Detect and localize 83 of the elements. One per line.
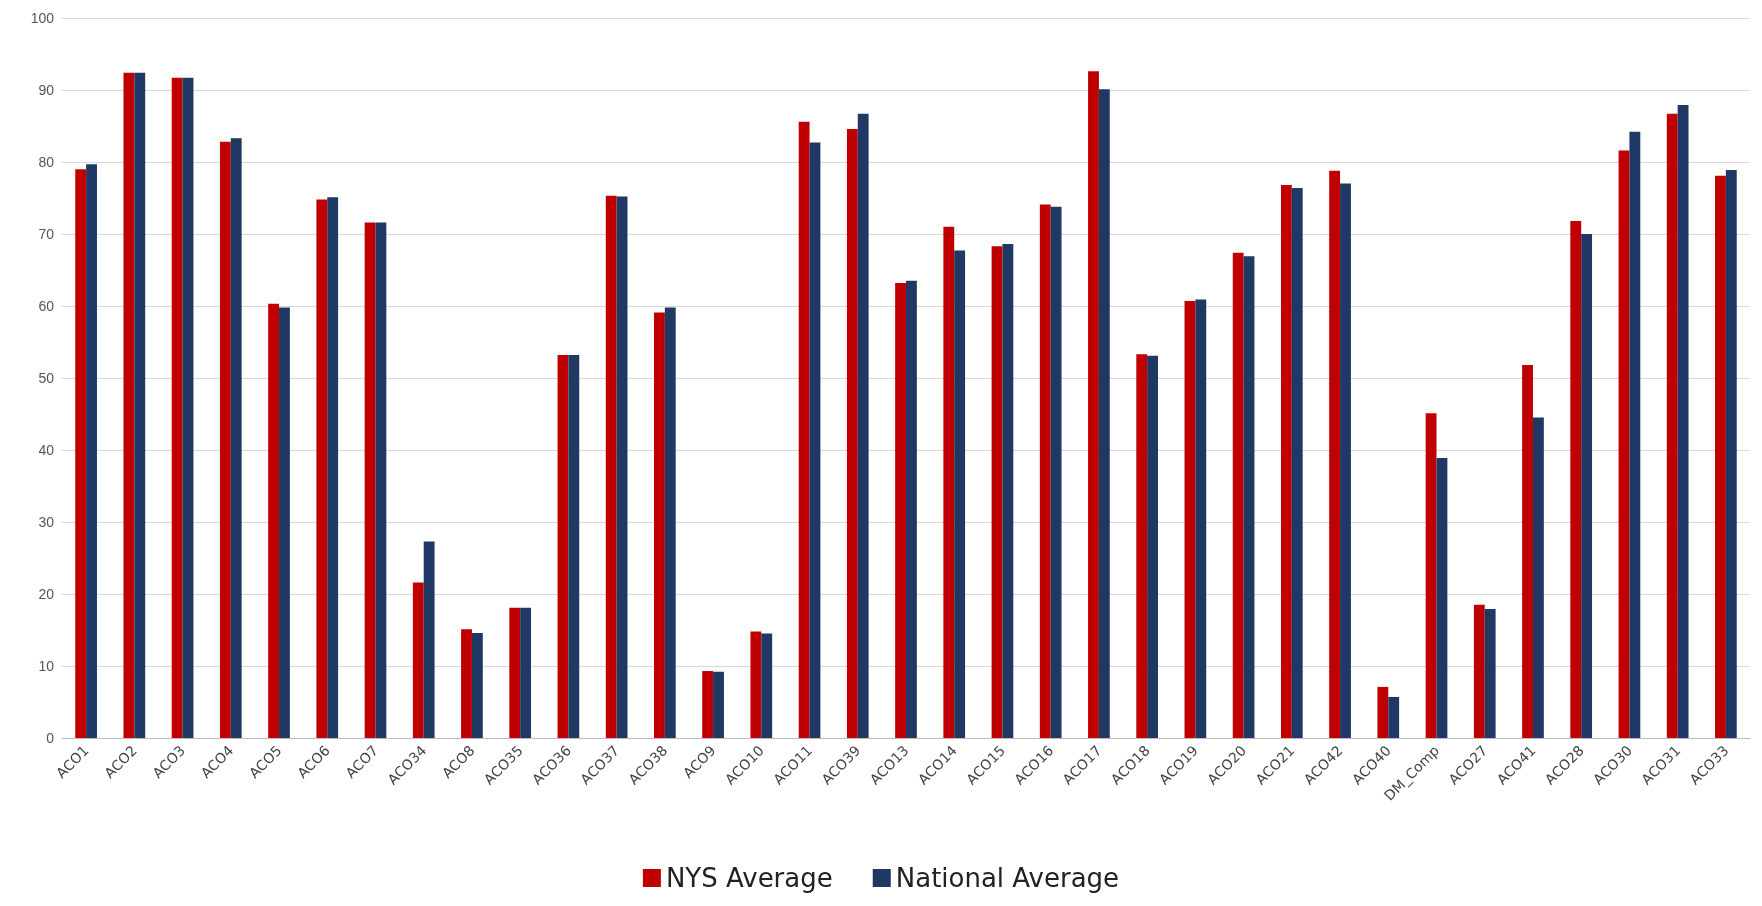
- bar: [1522, 365, 1533, 738]
- bar: [461, 629, 472, 738]
- bar: [1329, 170, 1341, 738]
- bar: [1715, 175, 1726, 738]
- bar: [171, 77, 183, 738]
- bar: [857, 113, 869, 738]
- bar: [1039, 204, 1051, 738]
- bar: [182, 77, 194, 738]
- bar: [1677, 105, 1689, 738]
- bar: [895, 282, 906, 738]
- bar: [520, 607, 532, 738]
- bar: [1629, 131, 1641, 738]
- y-tick-label: 90: [38, 82, 55, 98]
- bar: [702, 671, 714, 738]
- y-tick-label: 60: [38, 298, 55, 314]
- bar: [327, 197, 339, 738]
- bar: [1280, 185, 1292, 738]
- bar: [1425, 413, 1437, 738]
- bar: [1195, 299, 1207, 738]
- bar: [1050, 206, 1062, 738]
- bar: [750, 631, 762, 738]
- y-tick-label: 10: [38, 658, 55, 674]
- bar: [557, 354, 569, 738]
- bar: [75, 169, 87, 738]
- bar: [268, 303, 280, 738]
- bar: [846, 128, 858, 738]
- legend-label: National Average: [895, 863, 1120, 893]
- bar: [1291, 187, 1303, 738]
- bar: [713, 671, 724, 738]
- bar: [809, 142, 821, 738]
- bar: [1002, 244, 1014, 738]
- bar: [1570, 221, 1582, 738]
- legend-label: NYS Average: [665, 863, 833, 893]
- bar: [1666, 113, 1678, 738]
- bar: [230, 138, 242, 738]
- bar: [123, 72, 135, 738]
- y-tick-label: 40: [38, 442, 55, 458]
- bar: [1484, 609, 1496, 738]
- bar: [1243, 256, 1255, 738]
- bar: [364, 222, 376, 738]
- bar: [664, 307, 676, 738]
- y-tick-label: 100: [30, 10, 55, 26]
- bar: [1232, 252, 1244, 738]
- bar: [1088, 71, 1099, 738]
- bar: [1377, 686, 1389, 738]
- bar: [943, 226, 955, 738]
- bar: [86, 164, 97, 738]
- bar: [471, 632, 483, 738]
- y-tick-label: 80: [38, 154, 55, 170]
- bar: [1581, 234, 1593, 738]
- bar: [798, 121, 810, 738]
- y-tick-label: 0: [46, 730, 55, 746]
- bar: [1147, 355, 1158, 738]
- bar: [134, 72, 146, 738]
- y-tick-label: 30: [38, 514, 55, 530]
- bar: [1436, 457, 1448, 738]
- bar: [1725, 169, 1737, 738]
- bar: [509, 607, 521, 738]
- bar: [375, 222, 387, 738]
- bar: [954, 250, 966, 738]
- bar: [654, 312, 665, 738]
- bar: [568, 354, 580, 738]
- bar: [1473, 604, 1485, 738]
- bar: [605, 195, 617, 738]
- y-tick-label: 20: [38, 586, 55, 602]
- bar: [1340, 183, 1351, 738]
- bar: [1136, 354, 1148, 738]
- y-tick-label: 50: [38, 370, 55, 386]
- bar: [1618, 150, 1630, 738]
- bar: [316, 199, 328, 738]
- bar: [1532, 417, 1544, 738]
- bar: [761, 633, 773, 738]
- y-tick-label: 70: [38, 226, 55, 242]
- bar: [219, 141, 231, 738]
- bar: [412, 582, 424, 738]
- bar: [616, 196, 628, 738]
- bar: [1184, 300, 1196, 738]
- bar: [1098, 89, 1110, 738]
- bar: [1388, 696, 1400, 738]
- bar: [991, 246, 1003, 738]
- bar: [906, 280, 917, 738]
- bar: [423, 541, 435, 738]
- bar: [279, 307, 290, 738]
